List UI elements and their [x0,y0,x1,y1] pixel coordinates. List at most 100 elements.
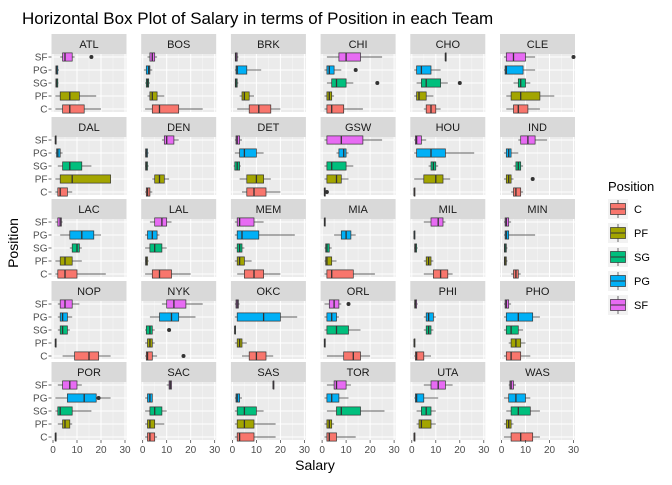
box-sf [508,380,516,390]
box-iqr [236,419,255,429]
y-tick-label: C [40,433,47,444]
box-iqr [62,161,83,171]
box-pg [55,393,111,403]
y-tick-label: SF [35,218,48,229]
box-iqr [239,148,257,158]
box-iqr [513,104,529,114]
facet-strip-label: PHI [439,286,457,298]
x-tick-label: 30 [299,445,311,456]
facet-panel-gsw: GSW [320,117,396,197]
box-sf [57,380,82,390]
box-sg [69,243,82,253]
box-pg [324,65,358,75]
box-c [413,187,416,197]
box-pf [55,91,97,101]
x-tick-label: 20 [185,445,197,456]
box-pf [416,419,436,429]
facet-panel-det: DET [230,117,306,197]
box-iqr [517,78,526,88]
box-pf [324,419,335,429]
outlier-point [353,68,358,72]
y-tick-label: PF [35,92,48,103]
box-pg [324,312,339,322]
x-tick-label: 30 [119,445,131,456]
box-sf [60,52,94,62]
x-tick-label: 10 [520,445,532,456]
box-c [234,432,276,442]
box-sg [233,161,241,171]
outlier-point [89,55,94,59]
x-tick-label: 10 [71,445,83,456]
chart-title: Horizontal Box Plot of Salary in terms o… [22,9,493,28]
box-pf [57,419,73,429]
box-c [503,432,540,442]
box-iqr [241,91,250,101]
y-tick-label: PF [35,339,48,350]
box-sf [57,299,80,309]
box-c [145,187,153,197]
box-iqr [159,312,180,322]
box-iqr [151,104,180,114]
box-iqr [236,432,255,442]
facet-panel-pho: PHO [500,281,575,361]
facet-strip-label: CHO [436,39,461,51]
box-pf [145,256,149,266]
box-iqr [74,351,99,361]
facet-panel-ind: IND [500,117,575,197]
box-iqr [246,174,264,184]
box-sg [324,243,332,253]
y-tick-label: C [40,352,47,363]
facet-panel-mil: MIL [410,199,486,279]
box-sg [145,243,167,253]
box-iqr [326,161,347,171]
facet-strip-label: GSW [345,122,372,134]
y-tick-label: SF [35,53,48,64]
box-c [324,432,356,442]
facet-strip [500,34,575,54]
x-tick-label: 10 [341,445,353,456]
box-c [326,351,371,361]
facet-panel-sas: SAS 0 10 20 30 [230,362,311,456]
box-sf [326,380,351,390]
box-iqr [62,52,73,62]
box-iqr [57,406,73,416]
box-sg [324,161,354,171]
box-sf [166,380,172,390]
facet-strip-label: BRK [257,39,280,51]
facet-strip [500,117,575,137]
box-sg [55,406,92,416]
facet-strip [320,362,396,382]
facet-panel-nyk: NYK [141,281,217,361]
box-iqr [333,380,347,390]
box-pf [55,174,111,184]
box-iqr [326,432,337,442]
box-c [506,104,540,114]
box-iqr [147,432,156,442]
box-c [55,104,101,114]
legend-label: PF [634,228,648,240]
box-iqr [236,217,255,227]
facet-strip-label: IND [528,122,547,134]
box-sg [145,406,167,416]
box-iqr [331,78,347,88]
x-tick-label: 0 [409,445,415,456]
box-pg [149,312,196,322]
facet-strip-label: CHI [349,39,368,51]
legend-title: Position [608,179,654,194]
box-c [242,351,274,361]
box-pg [143,65,153,75]
y-axis-label: Position [5,218,21,268]
box-iqr [149,91,158,101]
box-iqr [59,312,68,322]
box-pg [414,65,441,75]
legend-item-pf: PF [608,223,648,243]
facet-panel-mia: MIA [320,199,396,279]
box-sg [326,406,385,416]
box-sg [145,78,150,88]
box-sg [416,406,436,416]
outlier-point [571,55,576,59]
y-tick-label: C [40,270,47,281]
y-tick-label: PF [35,257,48,268]
facet-panel-orl: ORL [320,281,396,361]
